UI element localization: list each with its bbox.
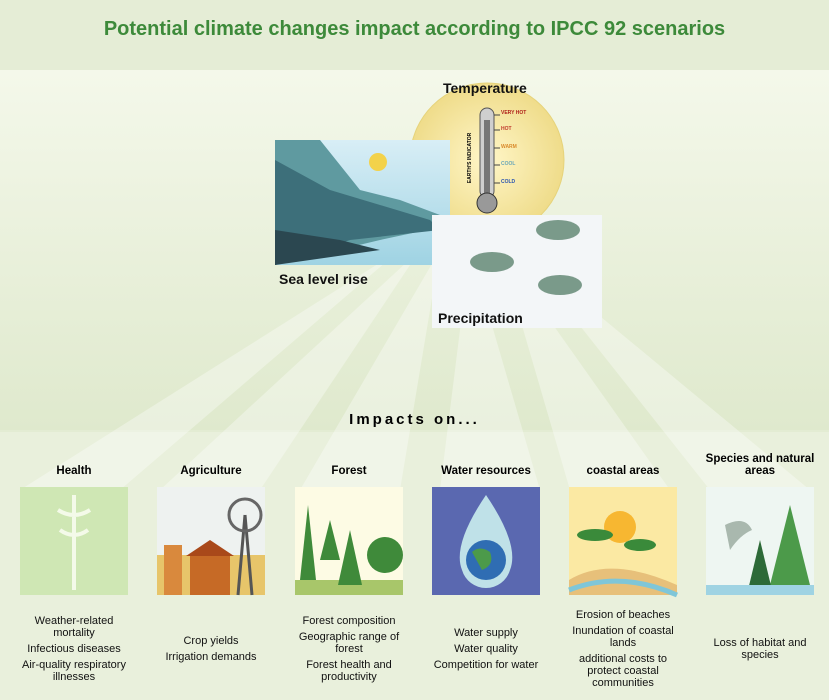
impact-items: Water supply Water quality Competition for… [421, 600, 551, 697]
driver-label: Precipitation [438, 310, 523, 326]
impact-title: Forest [331, 465, 367, 477]
thermometer-level: COOL [501, 161, 516, 167]
impact-items: Crop yields Irrigation demands [146, 600, 276, 697]
impact-item: Irrigation demands [165, 650, 257, 663]
driver-label: Sea level rise [279, 271, 368, 287]
thermometer-level: VERY HOT [501, 110, 527, 116]
impact-item: Crop yields [183, 634, 239, 647]
impact-items: Loss of habitat and species [695, 600, 825, 697]
impact-title: Water resources [441, 465, 531, 477]
impact-item: Weather-related mortality [34, 614, 114, 639]
impact-items: Erosion of beaches Inundation of coastal … [558, 600, 688, 697]
impact-item: Loss of habitat and species [713, 636, 807, 661]
thermometer-level: HOT [501, 126, 512, 132]
impact-title: coastal areas [586, 465, 660, 477]
impact-item: Air-quality respiratory illnesses [22, 658, 126, 683]
impact-item: Forest composition [302, 614, 396, 627]
impact-item: Inundation of coastal lands [572, 624, 674, 649]
thermometer-scale-label: EARTH'S INDICATOR [467, 132, 473, 184]
impact-item: Geographic range of forest [298, 630, 400, 655]
impact-item: Competition for water [433, 658, 539, 671]
driver-label: Temperature [443, 80, 527, 96]
impact-item: Water quality [454, 642, 518, 655]
impact-items: Weather-related mortality Infectious dise… [9, 600, 139, 697]
impact-item: Forest health and productivity [306, 658, 392, 683]
impact-item: Infectious diseases [27, 642, 121, 655]
impact-title: Health [56, 465, 92, 477]
impact-item: additional costs to protect coastal comm… [578, 652, 668, 689]
impact-item: Water supply [454, 626, 518, 639]
thermometer-level: WARM [501, 144, 517, 150]
impact-items: Forest composition Geographic range of fo… [284, 600, 414, 697]
impact-item: Erosion of beaches [575, 608, 671, 621]
thermometer-level: COLD [501, 179, 516, 185]
impact-title: Agriculture [180, 465, 242, 477]
title: Potential climate changes impact accordi… [103, 18, 726, 40]
impact-title: Species and natural areas [705, 453, 815, 477]
impacts-heading: Impacts on... [349, 411, 480, 428]
